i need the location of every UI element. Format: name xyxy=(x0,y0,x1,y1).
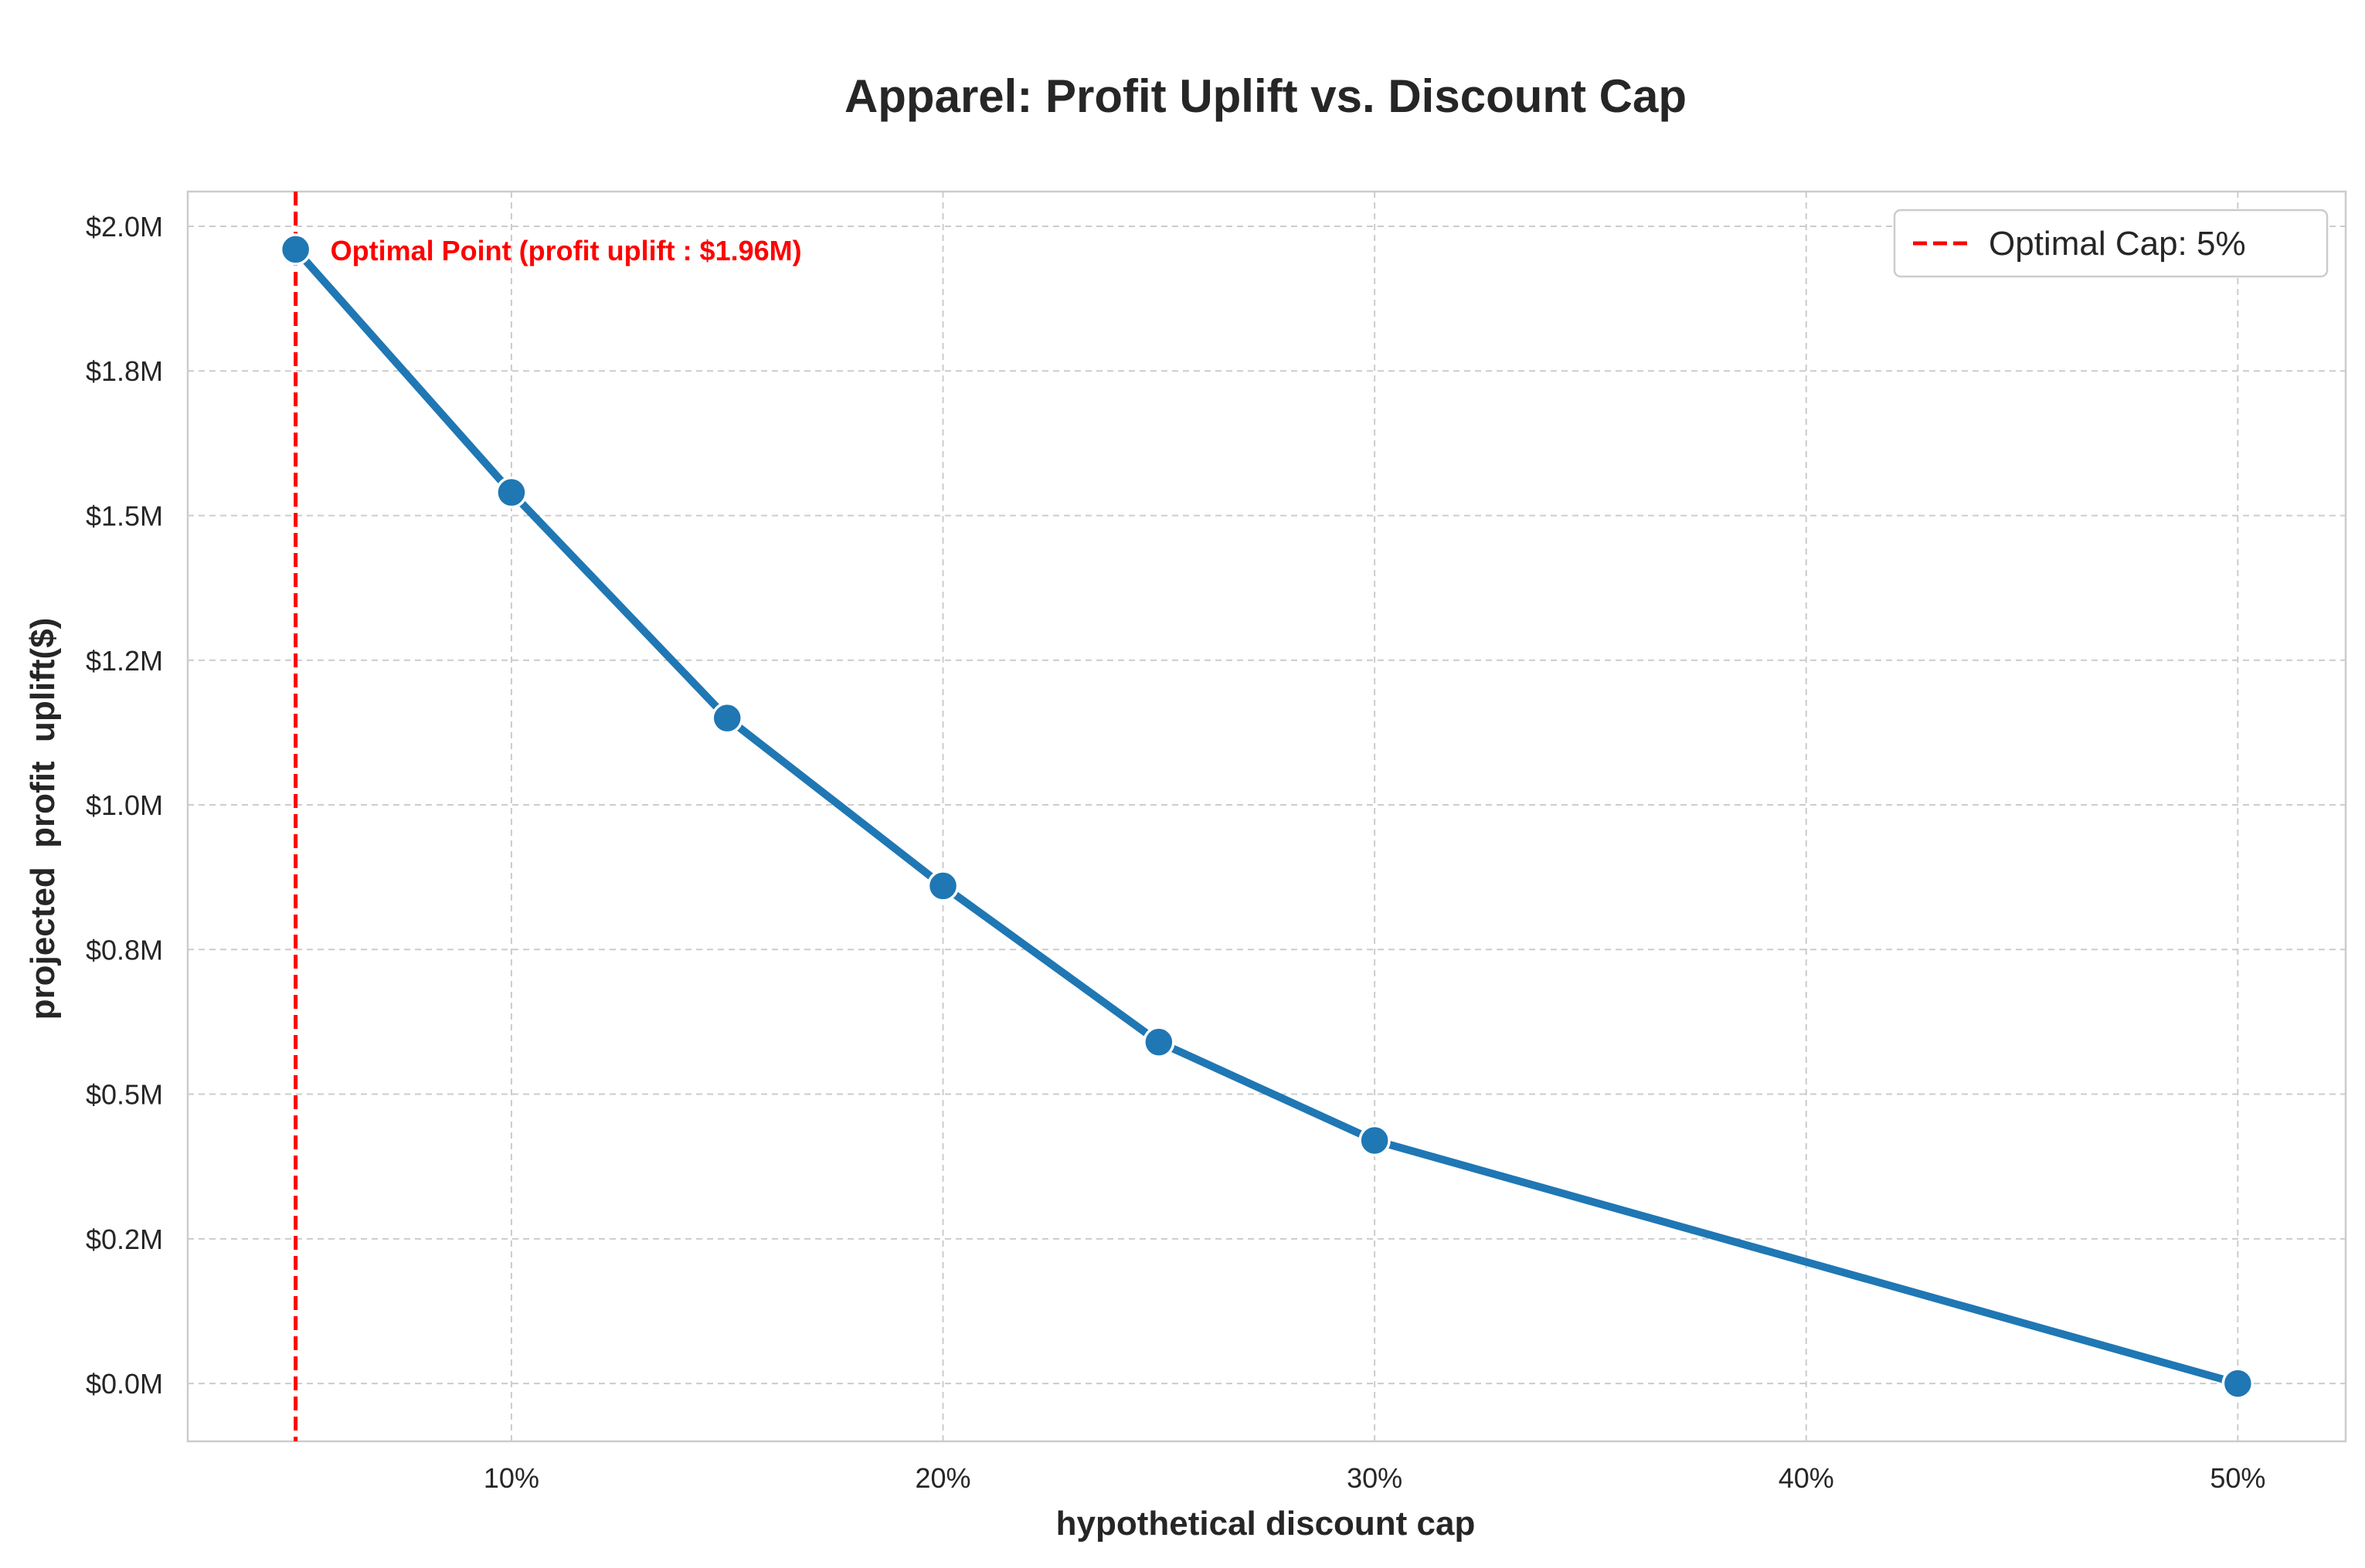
plot-frame xyxy=(186,190,2347,1443)
y-tick-label: $1.8M xyxy=(86,355,163,387)
x-tick-label: 50% xyxy=(2210,1462,2265,1494)
grid xyxy=(188,192,2346,1441)
y-tick-label: $2.0M xyxy=(86,211,163,243)
x-axis-label: hypothetical discount cap xyxy=(1056,1505,1476,1543)
x-tick-label: 20% xyxy=(916,1462,971,1494)
y-tick-label: $0.0M xyxy=(86,1368,163,1400)
legend-entry-optimal-cap: Optimal Cap: 5% xyxy=(1989,225,2246,263)
data-point xyxy=(279,233,312,266)
chart-title: Apparel: Profit Uplift vs. Discount Cap xyxy=(844,70,1687,122)
y-tick-label: $1.5M xyxy=(86,500,163,531)
x-tick-label: 10% xyxy=(484,1462,539,1494)
x-tick-labels: 10% 20% 30% 40% 50% xyxy=(484,1462,2265,1494)
data-point xyxy=(495,476,528,509)
data-point xyxy=(926,870,960,902)
legend-box xyxy=(1893,209,2329,278)
y-tick-labels: $0.0M $0.2M $0.5M $0.8M $1.0M $1.2M $1.5M $1.8M… xyxy=(86,211,163,1400)
data-point xyxy=(2221,1367,2255,1400)
optimal-point-annotation: Optimal Point (profit uplift : $1.96M) xyxy=(331,235,802,266)
data-point xyxy=(711,701,743,735)
y-tick-label: $1.2M xyxy=(86,645,163,677)
data-point xyxy=(1358,1124,1391,1157)
x-tick-label: 40% xyxy=(1779,1462,1834,1494)
y-axis-label: projected profit uplift($) xyxy=(24,618,62,1020)
data-point xyxy=(1143,1026,1175,1058)
x-tick-label: 30% xyxy=(1347,1462,1402,1494)
series-layer xyxy=(279,233,2255,1400)
y-tick-label: $0.8M xyxy=(86,934,163,966)
legend: Optimal Cap: 5% xyxy=(1893,209,2329,278)
y-tick-label: $0.2M xyxy=(86,1224,163,1255)
y-tick-label: $1.0M xyxy=(86,789,163,821)
y-tick-label: $0.5M xyxy=(86,1079,163,1111)
